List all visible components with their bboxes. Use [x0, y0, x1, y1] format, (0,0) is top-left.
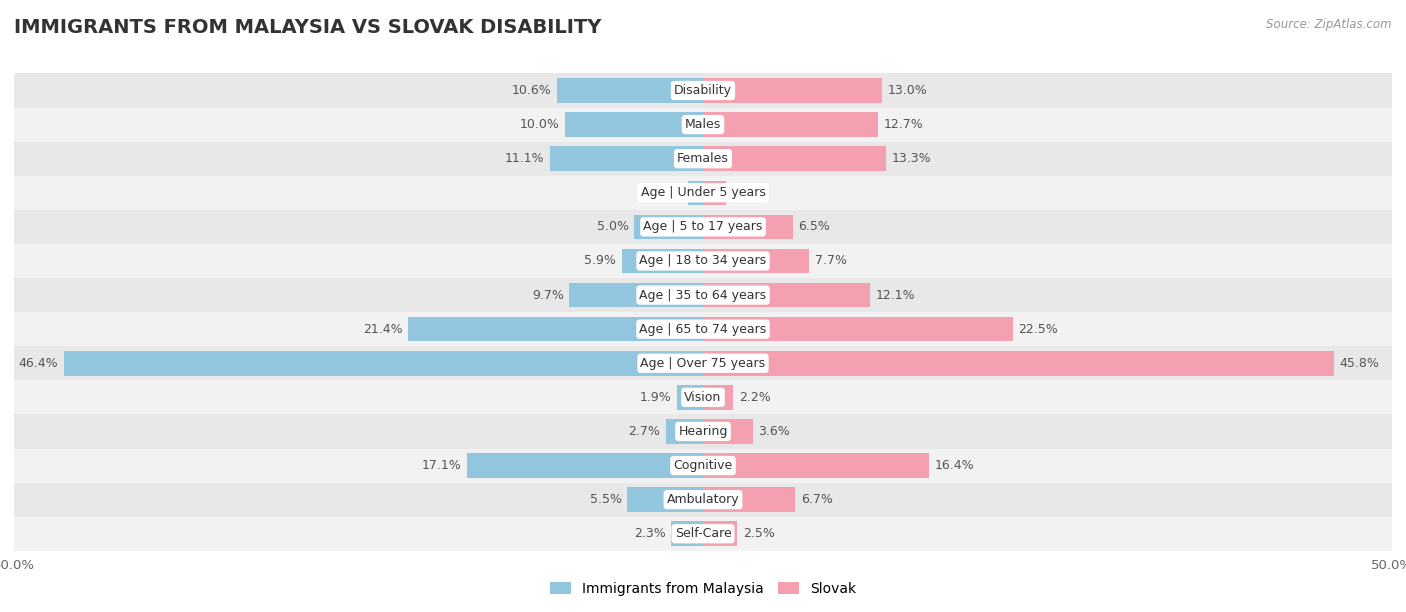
- Text: Age | 5 to 17 years: Age | 5 to 17 years: [644, 220, 762, 233]
- Text: 2.7%: 2.7%: [628, 425, 661, 438]
- Bar: [14, 449, 1392, 483]
- Text: 22.5%: 22.5%: [1018, 323, 1059, 335]
- Text: IMMIGRANTS FROM MALAYSIA VS SLOVAK DISABILITY: IMMIGRANTS FROM MALAYSIA VS SLOVAK DISAB…: [14, 18, 602, 37]
- Text: Ambulatory: Ambulatory: [666, 493, 740, 506]
- Text: 21.4%: 21.4%: [363, 323, 402, 335]
- Bar: [671, 521, 703, 546]
- Text: 1.9%: 1.9%: [640, 391, 671, 404]
- Text: 10.0%: 10.0%: [520, 118, 560, 131]
- Bar: [703, 215, 793, 239]
- Text: 10.6%: 10.6%: [512, 84, 551, 97]
- Text: 2.3%: 2.3%: [634, 528, 666, 540]
- Text: 2.2%: 2.2%: [738, 391, 770, 404]
- Text: 12.1%: 12.1%: [875, 289, 915, 302]
- Bar: [14, 141, 1392, 176]
- Bar: [14, 210, 1392, 244]
- Text: 13.3%: 13.3%: [891, 152, 931, 165]
- Bar: [703, 317, 1012, 341]
- Text: Source: ZipAtlas.com: Source: ZipAtlas.com: [1267, 18, 1392, 31]
- Text: 45.8%: 45.8%: [1340, 357, 1379, 370]
- Text: 46.4%: 46.4%: [18, 357, 58, 370]
- Text: 6.5%: 6.5%: [799, 220, 830, 233]
- Text: 1.7%: 1.7%: [733, 186, 763, 200]
- Bar: [14, 176, 1392, 210]
- Text: Disability: Disability: [673, 84, 733, 97]
- Bar: [703, 78, 882, 103]
- Bar: [703, 248, 808, 273]
- Bar: [703, 113, 877, 137]
- Text: 5.0%: 5.0%: [596, 220, 628, 233]
- Bar: [676, 385, 703, 409]
- Legend: Immigrants from Malaysia, Slovak: Immigrants from Malaysia, Slovak: [544, 576, 862, 601]
- Bar: [14, 414, 1392, 449]
- Bar: [14, 380, 1392, 414]
- Text: Age | Over 75 years: Age | Over 75 years: [641, 357, 765, 370]
- Text: 17.1%: 17.1%: [422, 459, 461, 472]
- Bar: [565, 113, 703, 137]
- Bar: [408, 317, 703, 341]
- Bar: [703, 181, 727, 205]
- Bar: [14, 312, 1392, 346]
- Bar: [703, 351, 1334, 376]
- Bar: [63, 351, 703, 376]
- Bar: [14, 483, 1392, 517]
- Bar: [569, 283, 703, 307]
- Bar: [688, 181, 703, 205]
- Bar: [14, 517, 1392, 551]
- Bar: [666, 419, 703, 444]
- Text: Age | Under 5 years: Age | Under 5 years: [641, 186, 765, 200]
- Text: Self-Care: Self-Care: [675, 528, 731, 540]
- Bar: [703, 146, 886, 171]
- Text: Males: Males: [685, 118, 721, 131]
- Text: Hearing: Hearing: [678, 425, 728, 438]
- Bar: [621, 248, 703, 273]
- Bar: [703, 487, 796, 512]
- Text: 5.9%: 5.9%: [585, 255, 616, 267]
- Text: Age | 18 to 34 years: Age | 18 to 34 years: [640, 255, 766, 267]
- Text: Vision: Vision: [685, 391, 721, 404]
- Bar: [550, 146, 703, 171]
- Bar: [634, 215, 703, 239]
- Text: 16.4%: 16.4%: [935, 459, 974, 472]
- Text: 13.0%: 13.0%: [887, 84, 928, 97]
- Bar: [703, 453, 929, 478]
- Bar: [467, 453, 703, 478]
- Text: Age | 65 to 74 years: Age | 65 to 74 years: [640, 323, 766, 335]
- Bar: [703, 419, 752, 444]
- Bar: [627, 487, 703, 512]
- Bar: [14, 278, 1392, 312]
- Bar: [14, 73, 1392, 108]
- Text: 9.7%: 9.7%: [531, 289, 564, 302]
- Bar: [14, 244, 1392, 278]
- Text: 1.1%: 1.1%: [651, 186, 682, 200]
- Text: 12.7%: 12.7%: [883, 118, 924, 131]
- Bar: [703, 385, 734, 409]
- Text: 5.5%: 5.5%: [589, 493, 621, 506]
- Bar: [14, 108, 1392, 141]
- Text: Age | 35 to 64 years: Age | 35 to 64 years: [640, 289, 766, 302]
- Text: 7.7%: 7.7%: [814, 255, 846, 267]
- Text: Females: Females: [678, 152, 728, 165]
- Bar: [703, 283, 870, 307]
- Bar: [14, 346, 1392, 380]
- Bar: [557, 78, 703, 103]
- Text: 11.1%: 11.1%: [505, 152, 544, 165]
- Text: 2.5%: 2.5%: [742, 528, 775, 540]
- Bar: [703, 521, 738, 546]
- Text: Cognitive: Cognitive: [673, 459, 733, 472]
- Text: 3.6%: 3.6%: [758, 425, 790, 438]
- Text: 6.7%: 6.7%: [801, 493, 832, 506]
